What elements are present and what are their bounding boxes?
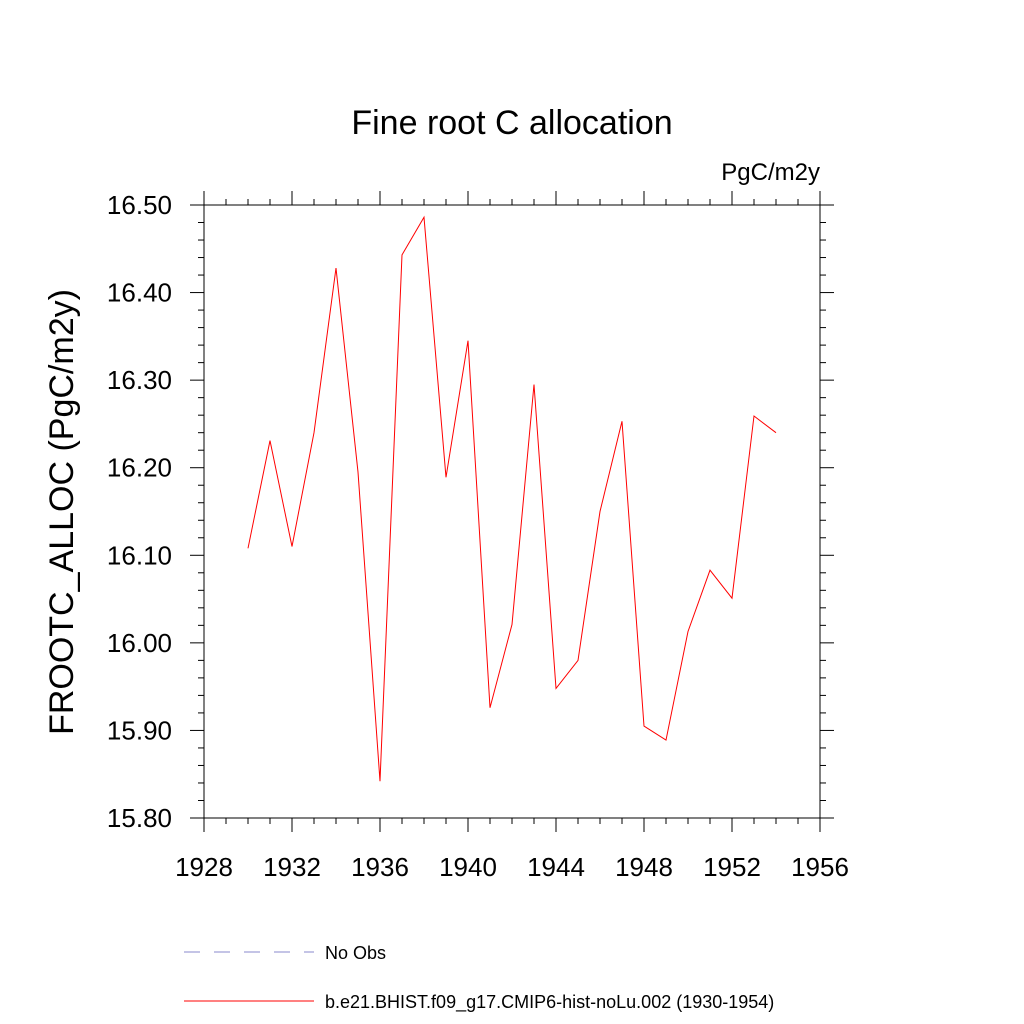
x-tick-label: 1956	[791, 852, 849, 882]
x-tick-label: 1928	[175, 852, 233, 882]
legend-label: No Obs	[325, 943, 386, 963]
plot-frame	[203, 204, 821, 819]
y-tick-label: 16.20	[107, 453, 172, 483]
units-label: PgC/m2y	[721, 159, 820, 186]
axis-tick-labels: 1928 1932 1936 1940 1944 1948 1952 1956 15.80 15.…	[107, 190, 849, 882]
y-axis-label: FROOTC_ALLOC (PgC/m2y)	[43, 289, 81, 735]
y-tick-label: 16.00	[107, 628, 172, 658]
legend-label: b.e21.BHIST.f09_g17.CMIP6-hist-noLu.002 …	[325, 992, 774, 1013]
x-tick-label: 1948	[615, 852, 673, 882]
x-tick-label: 1952	[703, 852, 761, 882]
x-tick-label: 1944	[527, 852, 585, 882]
x-tick-label: 1932	[263, 852, 321, 882]
y-tick-label: 16.10	[107, 540, 172, 570]
y-tick-label: 15.80	[107, 803, 172, 833]
series-line	[247, 215, 777, 782]
axis-ticks	[190, 191, 834, 832]
y-tick-label: 16.50	[107, 190, 172, 220]
x-tick-label: 1940	[439, 852, 497, 882]
y-tick-label: 15.90	[107, 715, 172, 745]
legend: No Obs b.e21.BHIST.f09_g17.CMIP6-hist-noL…	[184, 943, 774, 1013]
y-tick-label: 16.40	[107, 278, 172, 308]
series-lines	[247, 215, 777, 782]
chart-title: Fine root C allocation	[351, 104, 672, 142]
x-tick-label: 1936	[351, 852, 409, 882]
y-tick-label: 16.30	[107, 365, 172, 395]
